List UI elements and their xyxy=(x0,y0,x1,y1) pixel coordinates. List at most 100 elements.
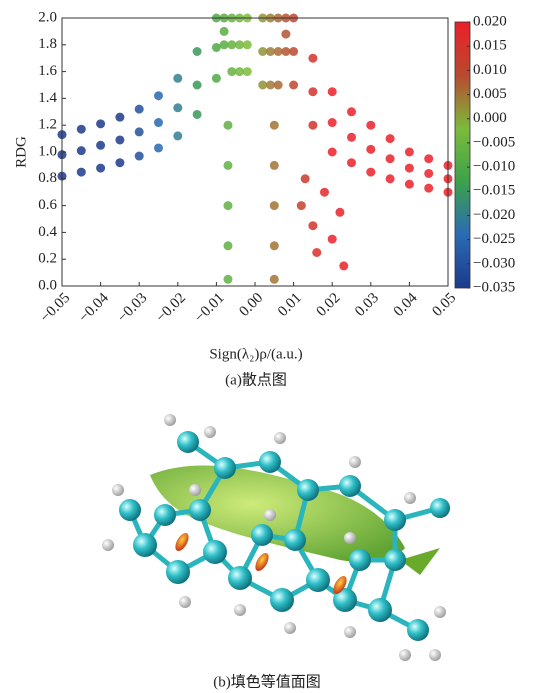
scatter-plot: 0.00.20.40.60.81.01.21.41.61.82.0−0.05 −0… xyxy=(37,9,515,325)
colorbar-tick-label: −0.030 xyxy=(473,255,515,271)
point xyxy=(76,146,86,156)
point xyxy=(327,87,337,97)
point xyxy=(424,154,434,164)
point xyxy=(154,143,163,153)
x-tick-label: −0.01 xyxy=(192,290,228,326)
point xyxy=(258,47,268,56)
y-tick-label: 0.0 xyxy=(38,277,57,293)
point xyxy=(223,274,233,284)
point xyxy=(223,201,233,211)
point xyxy=(289,80,299,90)
point xyxy=(96,140,106,150)
point xyxy=(289,47,299,56)
point xyxy=(115,112,125,122)
point xyxy=(312,248,322,257)
point xyxy=(76,167,86,177)
point xyxy=(235,40,245,50)
point xyxy=(347,158,356,168)
caption-a: (a)散点图 xyxy=(225,371,287,388)
isosurface xyxy=(400,548,440,575)
y-tick-label: 0.4 xyxy=(38,224,57,240)
y-tick-label: 1.6 xyxy=(38,63,57,79)
colorbar-tick-label: 0.020 xyxy=(473,13,507,29)
colorbar-tick-label: −0.020 xyxy=(473,207,515,223)
x-axis-label: Sign(λ₂)ρ/(a.u.) xyxy=(209,346,302,362)
interaction-surfaces xyxy=(175,532,347,595)
point xyxy=(227,40,237,50)
x-tick-label: −0.05 xyxy=(37,290,73,326)
point xyxy=(327,118,337,128)
point xyxy=(385,174,395,184)
point xyxy=(366,120,376,130)
colorbar-tick-label: −0.015 xyxy=(473,183,515,199)
point xyxy=(347,132,356,142)
caption-b: (b)填色等值面图 xyxy=(213,672,321,690)
x-tick-label: 0.03 xyxy=(352,290,382,320)
point xyxy=(366,167,376,177)
point xyxy=(269,160,279,170)
y-tick-label: 1.4 xyxy=(38,90,57,106)
y-tick-label: 0.8 xyxy=(38,170,57,186)
colorbar-tick-label: 0.005 xyxy=(473,86,507,102)
point xyxy=(223,241,233,251)
point xyxy=(211,42,221,52)
point xyxy=(296,201,306,211)
point xyxy=(96,163,106,173)
x-tick-label: 0.05 xyxy=(429,290,459,320)
point xyxy=(308,87,318,97)
point xyxy=(223,120,233,130)
y-tick-label: 0.6 xyxy=(38,197,57,213)
point xyxy=(258,80,268,90)
y-axis-label: RDG xyxy=(13,136,29,168)
point xyxy=(385,154,395,164)
y-tick-label: 1.2 xyxy=(38,117,57,133)
x-tick-label: 0.00 xyxy=(236,290,266,320)
point xyxy=(404,147,414,157)
y-tick-label: 0.2 xyxy=(38,251,57,267)
colorbar-tick-label: −0.025 xyxy=(473,231,515,247)
point xyxy=(319,187,329,197)
hydrogen-atoms xyxy=(102,414,446,661)
point xyxy=(223,160,233,170)
x-tick-label: −0.04 xyxy=(76,290,112,326)
x-tick-label: 0.02 xyxy=(314,290,344,320)
point xyxy=(335,207,345,217)
point xyxy=(424,168,434,178)
carbon-atoms xyxy=(119,431,450,641)
point xyxy=(281,47,291,56)
y-tick-label: 2.0 xyxy=(38,9,57,25)
point xyxy=(385,134,395,144)
colorbar-tick-label: 0.015 xyxy=(473,38,507,54)
point xyxy=(265,80,275,90)
point xyxy=(404,163,414,173)
colorbar-tick-label: −0.005 xyxy=(473,134,515,150)
molecule-render xyxy=(102,414,450,661)
point xyxy=(242,67,252,77)
point xyxy=(173,73,183,83)
point xyxy=(173,103,183,113)
point xyxy=(273,47,283,56)
point xyxy=(154,118,163,128)
point xyxy=(308,221,318,231)
point xyxy=(366,144,376,154)
point xyxy=(192,80,202,90)
point xyxy=(327,234,337,244)
point xyxy=(327,147,337,157)
point xyxy=(227,67,237,77)
x-tick-label: 0.04 xyxy=(391,290,421,320)
colorbar-tick-label: −0.035 xyxy=(473,279,515,295)
point xyxy=(219,26,229,36)
point xyxy=(281,29,291,39)
y-tick-label: 1.8 xyxy=(38,36,57,52)
point xyxy=(404,179,414,189)
plot-frame xyxy=(61,17,449,287)
point xyxy=(424,183,434,193)
point xyxy=(134,104,144,114)
point xyxy=(134,151,144,161)
colorbar-tick-label: 0.000 xyxy=(473,110,507,126)
point xyxy=(269,241,279,251)
point xyxy=(173,131,183,141)
point xyxy=(115,135,125,145)
point xyxy=(154,91,163,101)
